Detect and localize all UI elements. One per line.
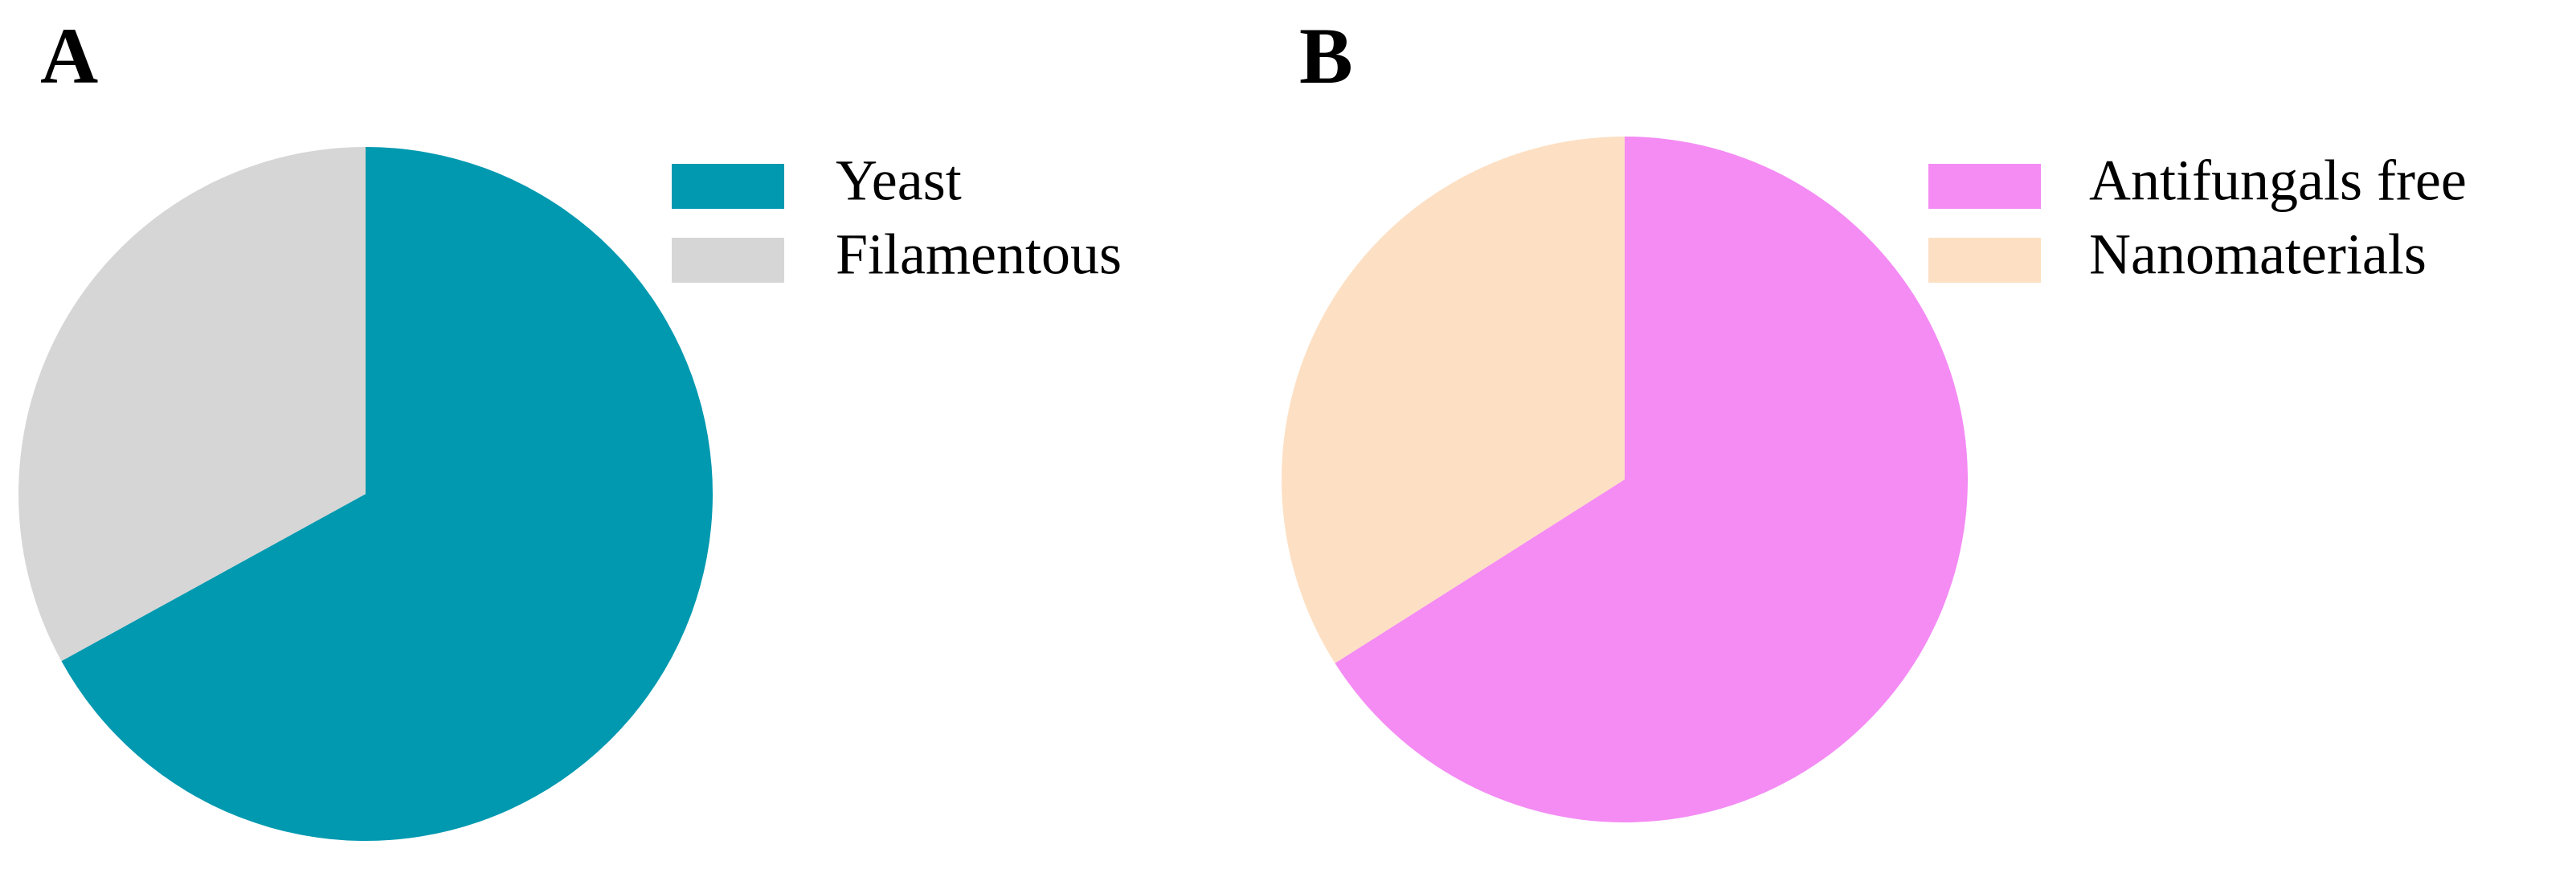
legend-label: Filamentous [836, 222, 1122, 287]
panel-label: B [1299, 11, 1353, 100]
legend-label: Nanomaterials [2089, 222, 2427, 287]
pie-slice [1335, 137, 1969, 823]
legend-swatch [672, 164, 784, 209]
panel-label: A [40, 11, 98, 100]
legend-swatch [1928, 238, 2041, 283]
legend-swatch [1928, 164, 2041, 209]
legend-label: Yeast [836, 149, 962, 213]
pie-slice [18, 146, 366, 662]
legend-label: Antifungals free [2089, 149, 2467, 213]
legend-swatch [672, 238, 784, 283]
pie-slice [1282, 137, 1625, 663]
pie-slice [61, 147, 713, 841]
